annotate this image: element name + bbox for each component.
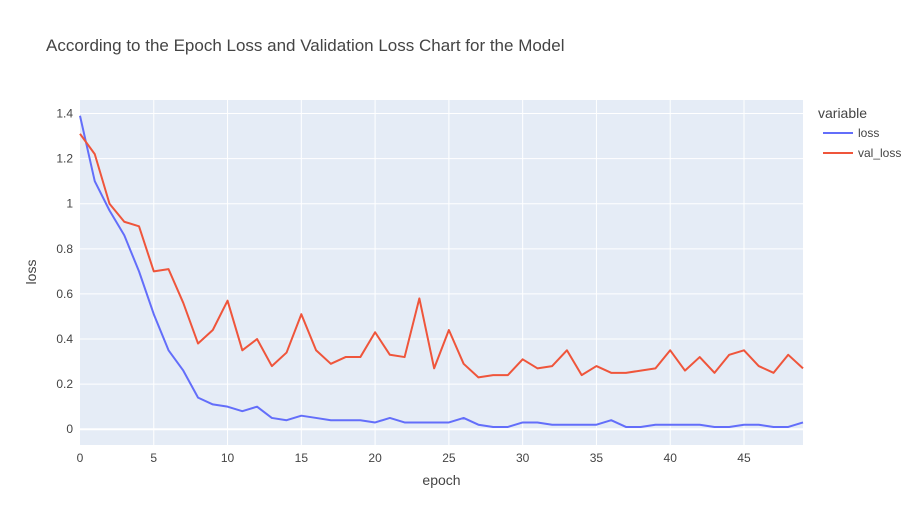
series-line-loss xyxy=(79,115,804,428)
y-tick-label: 1.2 xyxy=(56,152,73,166)
x-tick-label: 5 xyxy=(150,451,157,465)
x-tick-label: 35 xyxy=(590,451,604,465)
y-tick-label: 1 xyxy=(66,197,73,211)
x-tick-label: 15 xyxy=(295,451,309,465)
x-tick-label: 45 xyxy=(737,451,751,465)
y-tick-label: 0.4 xyxy=(56,332,73,346)
x-axis-label: epoch xyxy=(422,472,460,488)
series-lines xyxy=(79,115,804,428)
x-tick-label: 10 xyxy=(221,451,235,465)
x-tick-labels: 0 5 10 15 20 25 30 35 40 45 xyxy=(77,451,751,465)
x-tick-label: 25 xyxy=(442,451,456,465)
x-tick-label: 40 xyxy=(664,451,678,465)
y-tick-label: 0.8 xyxy=(56,242,73,256)
y-axis-label: loss xyxy=(23,260,39,285)
legend: variable loss val_loss xyxy=(818,105,901,160)
legend-label-val-loss: val_loss xyxy=(858,146,901,160)
series-line-val-loss xyxy=(79,133,804,379)
x-tick-label: 20 xyxy=(368,451,382,465)
y-tick-label: 0 xyxy=(66,422,73,436)
x-tick-label: 30 xyxy=(516,451,530,465)
y-tick-labels: 0 0.2 0.4 0.6 0.8 1 1.2 1.4 xyxy=(56,107,73,437)
legend-label-loss: loss xyxy=(858,126,879,140)
y-tick-label: 0.2 xyxy=(56,377,73,391)
x-tick-label: 0 xyxy=(77,451,84,465)
legend-title: variable xyxy=(818,105,867,121)
y-tick-label: 0.6 xyxy=(56,287,73,301)
chart-title: According to the Epoch Loss and Validati… xyxy=(46,36,565,55)
plot-area xyxy=(80,100,803,445)
gridlines xyxy=(80,100,803,445)
y-tick-label: 1.4 xyxy=(56,107,73,121)
